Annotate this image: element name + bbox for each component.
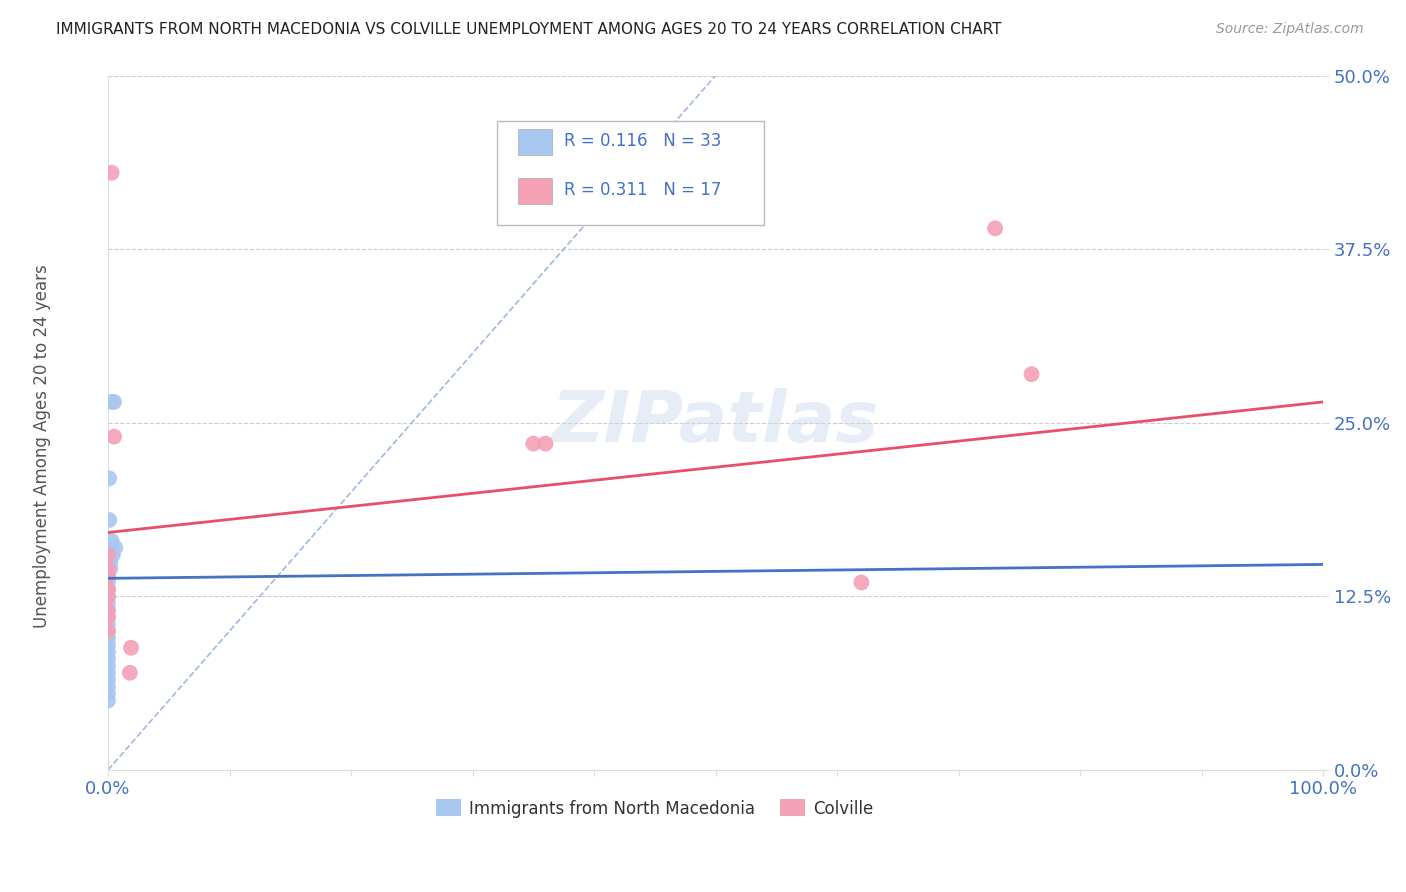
Point: [97, 645, 120, 659]
Text: R = 0.116   N = 33: R = 0.116 N = 33: [564, 133, 721, 151]
Point: [120, 640, 142, 655]
Point: [97, 687, 120, 701]
Point: [97, 665, 120, 680]
Point: [97, 568, 120, 582]
Point: [98, 471, 121, 485]
Point: [97, 617, 120, 632]
Bar: [517, 178, 551, 204]
Point: [97, 548, 120, 562]
Point: [100, 561, 122, 575]
Point: [97, 680, 120, 694]
Point: [103, 430, 125, 444]
Point: [98, 548, 121, 562]
Text: Unemployment Among Ages 20 to 24 years: Unemployment Among Ages 20 to 24 years: [34, 264, 51, 628]
Point: [97, 652, 120, 666]
Point: [118, 665, 141, 680]
Point: [97, 582, 120, 597]
Point: [97, 610, 120, 624]
Point: [103, 395, 125, 409]
Point: [97, 603, 120, 617]
Point: [100, 541, 122, 555]
Point: [984, 221, 1007, 235]
Point: [97, 624, 120, 639]
Point: [97, 590, 120, 604]
Point: [97, 582, 120, 597]
Point: [100, 166, 122, 180]
Point: [98, 513, 121, 527]
Point: [851, 575, 873, 590]
Point: [97, 658, 120, 673]
Point: [97, 693, 120, 707]
Point: [97, 561, 120, 575]
Point: [97, 561, 120, 575]
Text: ZIPatlas: ZIPatlas: [553, 388, 879, 458]
Point: [100, 395, 122, 409]
Text: R = 0.311   N = 17: R = 0.311 N = 17: [564, 181, 721, 199]
Point: [101, 548, 124, 562]
Point: [97, 638, 120, 652]
Point: [97, 575, 120, 590]
Point: [1021, 367, 1043, 381]
Point: [97, 603, 120, 617]
Bar: [517, 129, 551, 155]
Point: [97, 596, 120, 610]
Point: [522, 436, 544, 450]
Point: [100, 533, 122, 548]
Text: IMMIGRANTS FROM NORTH MACEDONIA VS COLVILLE UNEMPLOYMENT AMONG AGES 20 TO 24 YEA: IMMIGRANTS FROM NORTH MACEDONIA VS COLVI…: [56, 22, 1001, 37]
FancyBboxPatch shape: [496, 120, 765, 225]
Point: [97, 624, 120, 639]
Point: [97, 590, 120, 604]
Point: [97, 568, 120, 582]
Point: [104, 541, 127, 555]
Point: [97, 673, 120, 687]
Point: [100, 555, 122, 569]
Legend: Immigrants from North Macedonia, Colville: Immigrants from North Macedonia, Colvill…: [429, 793, 880, 824]
Point: [97, 555, 120, 569]
Point: [97, 610, 120, 624]
Point: [534, 436, 557, 450]
Point: [97, 631, 120, 645]
Text: Source: ZipAtlas.com: Source: ZipAtlas.com: [1216, 22, 1364, 37]
Point: [97, 548, 120, 562]
